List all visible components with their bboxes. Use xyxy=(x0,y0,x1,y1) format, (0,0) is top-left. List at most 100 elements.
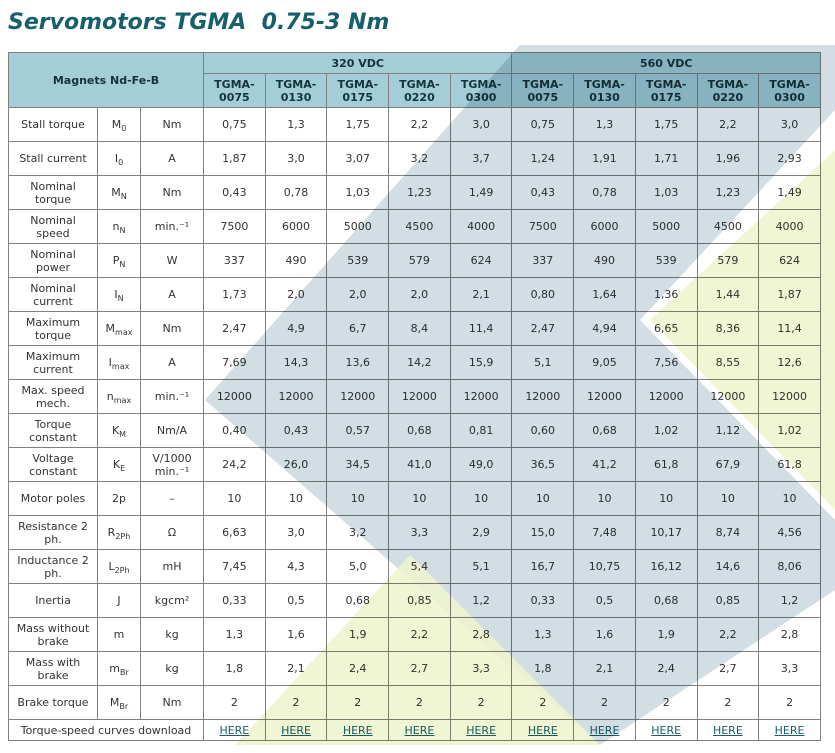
download-link[interactable]: HERE xyxy=(527,723,558,737)
unit-cell: Nm xyxy=(139,175,205,210)
value-cell: 1,2 xyxy=(758,583,821,618)
value-cell: 1,03 xyxy=(634,175,698,210)
data-row: Inductance 2 ph. L2Ph mH 7,45 4,3 5,0 5,4 5,1 16… xyxy=(8,549,821,584)
value-cell: 2,8 xyxy=(758,617,821,652)
value-cell: 10 xyxy=(573,481,636,516)
symbol: m xyxy=(113,628,125,641)
value-cell: 12000 xyxy=(696,379,760,414)
value-cell: 6,7 xyxy=(326,311,390,346)
download-link[interactable]: HERE xyxy=(404,723,435,737)
value-cell: 1,9 xyxy=(326,617,390,652)
value-cell: 2,2 xyxy=(388,617,451,652)
value-cell: 2 xyxy=(388,685,451,720)
model-header: TGMA-0075 xyxy=(203,73,266,108)
symbol: K xyxy=(111,424,120,437)
unit-cell: min.⁻¹ xyxy=(139,379,205,414)
value-cell: 2,93 xyxy=(758,141,821,176)
value-cell: 1,75 xyxy=(634,107,698,142)
value-cell: 2,0 xyxy=(388,277,451,312)
value-cell: 0,60 xyxy=(511,413,575,448)
table-wrap: Magnets Nd-Fe-B 320 VDC 560 VDC TGMA-0075 TG… xyxy=(7,52,821,741)
value-cell: 10 xyxy=(696,481,760,516)
model-header: TGMA-0075 xyxy=(511,73,575,108)
unit-cell: kg xyxy=(139,617,205,652)
value-cell: 6,65 xyxy=(634,311,698,346)
row-label: Max. speed mech. xyxy=(8,379,98,414)
value-cell: 0,68 xyxy=(388,413,451,448)
model-header: TGMA-0175 xyxy=(634,73,698,108)
download-link[interactable]: HERE xyxy=(342,723,373,737)
value-cell: 2,4 xyxy=(634,651,698,686)
value-cell: 12000 xyxy=(634,379,698,414)
value-cell: 3,7 xyxy=(449,141,513,176)
model-header: TGMA-0130 xyxy=(573,73,636,108)
download-label: Torque-speed curves download xyxy=(7,719,205,741)
group-header: 320 VDC xyxy=(203,52,513,74)
value-cell: 16,7 xyxy=(511,549,575,584)
value-cell: 12000 xyxy=(203,379,266,414)
unit-cell: V/1000 min.⁻¹ xyxy=(139,447,205,482)
row-label: Maximum current xyxy=(8,345,98,380)
value-cell: 0,33 xyxy=(203,583,266,618)
value-cell: 3,3 xyxy=(449,651,513,686)
symbol: I xyxy=(114,288,118,301)
row-label: Mass with brake xyxy=(8,651,98,686)
value-cell: 1,24 xyxy=(511,141,575,176)
data-row: Maximum torque Mmax Nm 2,47 4,9 6,7 8,4 11,4 2,4… xyxy=(8,311,821,346)
group-header: 560 VDC xyxy=(511,52,821,74)
unit-cell: Nm xyxy=(139,685,205,720)
value-cell: 10 xyxy=(758,481,821,516)
row-label: Stall torque xyxy=(8,107,98,142)
value-cell: 2 xyxy=(511,685,575,720)
symbol-cell: KE xyxy=(97,447,141,482)
symbol-cell: MBr xyxy=(97,685,141,720)
value-cell: 1,12 xyxy=(696,413,760,448)
symbol-cell: L2Ph xyxy=(97,549,141,584)
data-row: Nominal torque MN Nm 0,43 0,78 1,03 1,23 1,49 0,… xyxy=(8,175,821,210)
row-label: Resistance 2 ph. xyxy=(8,515,98,550)
link-cell: HERE xyxy=(203,719,266,741)
value-cell: 3,0 xyxy=(264,515,328,550)
download-link[interactable]: HERE xyxy=(219,723,250,737)
symbol-cell: Imax xyxy=(97,345,141,380)
value-cell: 4500 xyxy=(388,209,451,244)
download-link[interactable]: HERE xyxy=(466,723,497,737)
download-link[interactable]: HERE xyxy=(712,723,743,737)
value-cell: 5,0 xyxy=(326,549,390,584)
value-cell: 0,75 xyxy=(511,107,575,142)
unit-cell: Nm xyxy=(139,107,205,142)
value-cell: 10 xyxy=(203,481,266,516)
value-cell: 2,7 xyxy=(388,651,451,686)
symbol-subscript: Br xyxy=(119,668,129,678)
value-cell: 2,8 xyxy=(449,617,513,652)
data-row: Nominal current IN A 1,73 2,0 2,0 2,0 2,1 0,80 1,… xyxy=(8,277,821,312)
value-cell: 2,2 xyxy=(696,107,760,142)
data-row: Torque constant KM Nm/A 0,40 0,43 0,57 0,68 0,8… xyxy=(8,413,821,448)
download-link[interactable]: HERE xyxy=(281,723,311,737)
download-link[interactable]: HERE xyxy=(589,723,620,737)
value-cell: 2 xyxy=(326,685,390,720)
value-cell: 0,81 xyxy=(449,413,513,448)
value-cell: 2 xyxy=(758,685,821,720)
symbol-subscript: 0 xyxy=(118,158,124,168)
download-link[interactable]: HERE xyxy=(651,723,682,737)
value-cell: 3,3 xyxy=(388,515,451,550)
row-label: Inertia xyxy=(8,583,98,618)
value-cell: 2 xyxy=(449,685,513,720)
data-row: Nominal speed nN min.⁻¹ 7500 6000 5000 4500 400… xyxy=(8,209,821,244)
row-label: Maximum torque xyxy=(8,311,98,346)
download-link[interactable]: HERE xyxy=(774,723,805,737)
symbol-subscript: max xyxy=(113,396,132,406)
value-cell: 3,0 xyxy=(758,107,821,142)
value-cell: 337 xyxy=(511,243,575,278)
symbol-cell: KM xyxy=(97,413,141,448)
symbol-subscript: N xyxy=(119,260,126,270)
value-cell: 0,5 xyxy=(264,583,328,618)
value-cell: 1,64 xyxy=(573,277,636,312)
symbol-subscript: N xyxy=(120,192,127,202)
value-cell: 5000 xyxy=(634,209,698,244)
value-cell: 1,8 xyxy=(511,651,575,686)
symbol: J xyxy=(117,594,121,607)
value-cell: 1,91 xyxy=(573,141,636,176)
value-cell: 5000 xyxy=(326,209,390,244)
